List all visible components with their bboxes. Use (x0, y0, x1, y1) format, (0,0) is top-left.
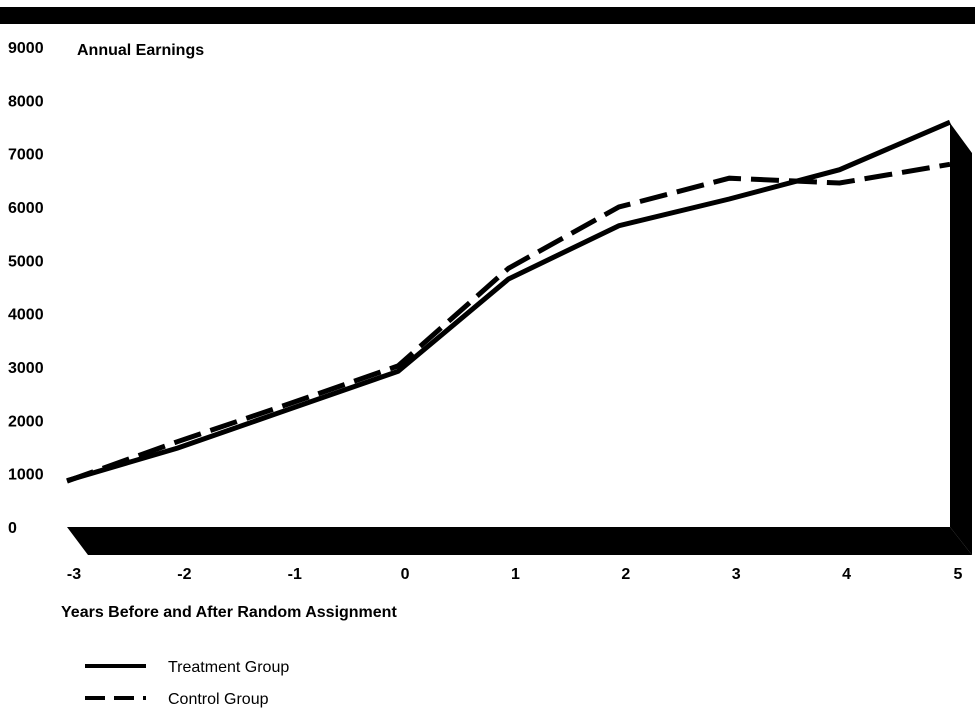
series-line-treatment (66, 119, 951, 483)
x-tick-label: 2 (621, 566, 630, 583)
x-tick-label: 1 (511, 566, 520, 583)
x-tick-label: 4 (842, 566, 851, 583)
y-tick-label: 3000 (8, 360, 44, 377)
y-tick-label: 6000 (8, 200, 44, 217)
y-axis-title: Annual Earnings (77, 42, 204, 59)
x-tick-label: -2 (177, 566, 191, 583)
x-tick-label: 5 (954, 566, 963, 583)
y-tick-label: 0 (8, 520, 17, 537)
chart-frame (67, 123, 972, 555)
y-tick-label: 9000 (8, 40, 44, 57)
x-tick-label: 3 (732, 566, 741, 583)
base-shadow (67, 527, 972, 555)
x-tick-label: 0 (401, 566, 410, 583)
x-axis-title: Years Before and After Random Assignment (61, 604, 397, 621)
x-axis-ticks: -3 -2 -1 0 1 2 3 4 5 (67, 566, 963, 583)
y-axis-ticks: 0 1000 2000 3000 4000 5000 6000 7000 8000 9000 (8, 40, 44, 537)
y-tick-label: 1000 (8, 467, 44, 484)
x-tick-label: -3 (67, 566, 81, 583)
y-tick-label: 2000 (8, 413, 44, 430)
series-line-control (66, 161, 951, 484)
x-tick-label: -1 (288, 566, 302, 583)
right-wall-shadow (950, 123, 972, 555)
y-tick-label: 5000 (8, 253, 44, 270)
legend-label-treatment: Treatment Group (168, 659, 289, 676)
series-lines (66, 119, 951, 484)
top-frame-bar (0, 7, 975, 24)
legend: Treatment Group Control Group (85, 659, 289, 708)
legend-label-control: Control Group (168, 691, 269, 708)
y-tick-label: 8000 (8, 93, 44, 110)
y-tick-label: 7000 (8, 147, 44, 164)
y-tick-label: 4000 (8, 307, 44, 324)
